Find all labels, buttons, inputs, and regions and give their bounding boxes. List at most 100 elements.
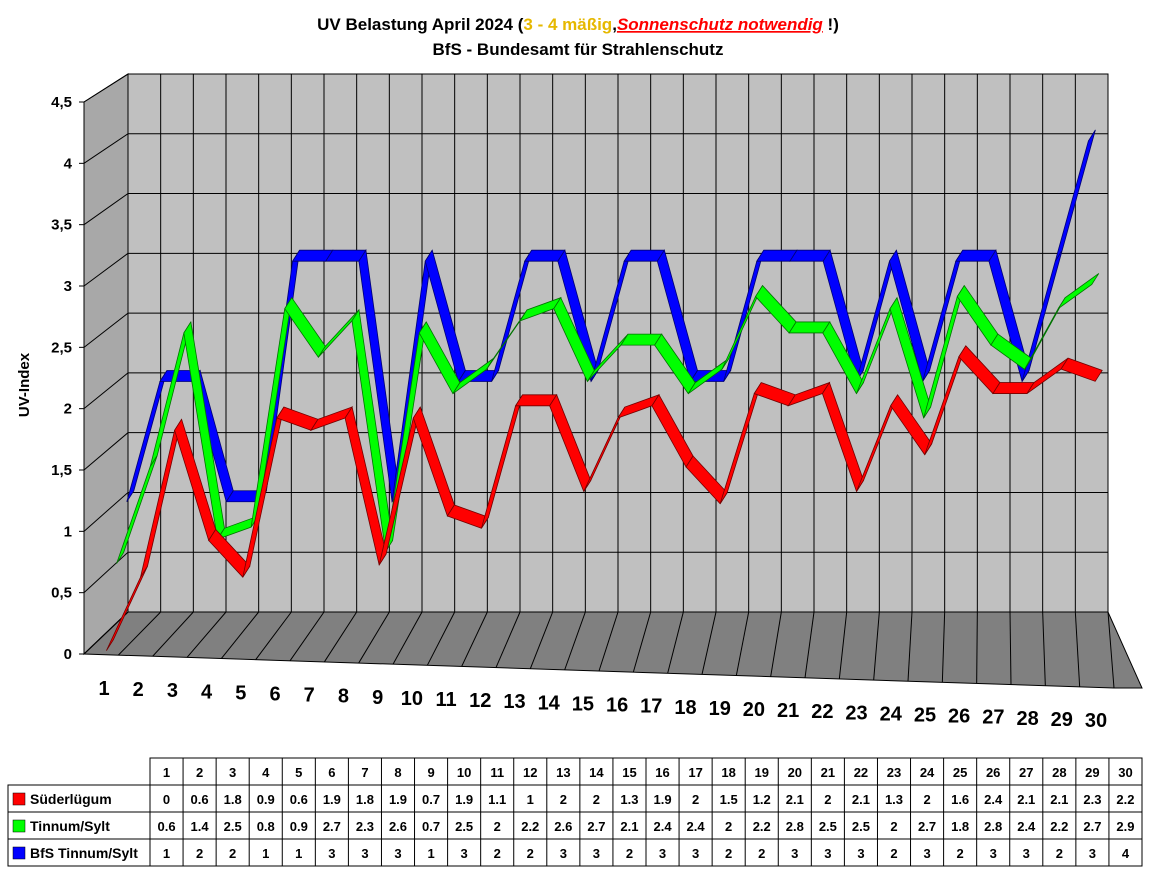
gridline-side: [83, 432, 129, 471]
x-tick-label: 1: [98, 678, 109, 700]
series-segment: [1057, 273, 1100, 310]
gridline-floor: [220, 611, 260, 659]
table-cell: 1.4: [191, 819, 210, 834]
table-cell: 1.6: [951, 792, 969, 807]
x-tick-label: 26: [948, 706, 970, 728]
table-cell: 1: [262, 846, 269, 861]
table-header-cell: 15: [622, 765, 636, 780]
table-cell: 2: [1056, 846, 1063, 861]
x-tick-label: 3: [167, 680, 178, 702]
table-header-cell: 24: [920, 765, 935, 780]
x-tick-label: 27: [982, 707, 1004, 729]
x-tick-label: 6: [269, 684, 280, 706]
table-cell: 2: [494, 846, 501, 861]
floor: [82, 611, 1143, 689]
table-cell: 2.1: [620, 819, 638, 834]
gridline-floor: [564, 611, 586, 671]
gridline-floor: [838, 611, 848, 679]
table-cell: 2: [890, 819, 897, 834]
table-cell: 2: [758, 846, 765, 861]
table-header-cell: 10: [457, 765, 471, 780]
table-header-cell: 28: [1052, 765, 1066, 780]
x-tick-label: 4: [201, 681, 213, 703]
table-cell: 1: [527, 792, 534, 807]
table-cell: 1: [427, 846, 434, 861]
table-header-cell: 12: [523, 765, 537, 780]
table-header-cell: 16: [655, 765, 669, 780]
gridline-floor: [1074, 611, 1081, 687]
gridline-side: [83, 193, 129, 226]
gridline-floor: [632, 611, 652, 673]
x-tick-label: 11: [435, 689, 456, 711]
x-axis: 1 2 3 4 5 6 7 8 9 10 11 12 13 14 15 16 17 18 19 20 21 22 23 24 2…: [98, 678, 1107, 732]
table-cell: 2.7: [587, 819, 605, 834]
gridline-floor: [598, 611, 619, 672]
table-row: [7, 784, 1143, 813]
gridline-floor: [1009, 611, 1012, 685]
table-cell: 0: [163, 792, 170, 807]
gridline-floor: [907, 611, 913, 682]
series-2: [116, 273, 1100, 564]
title-part5: !): [823, 15, 839, 34]
table-header-cell: 30: [1118, 765, 1132, 780]
x-tick-label: 18: [674, 697, 696, 719]
table-cell: 1.5: [720, 792, 738, 807]
table-header-cell: 5: [295, 765, 302, 780]
table-cell: 2: [593, 792, 600, 807]
chart-title-line1: UV Belastung April 2024 (3 - 4 mäßig,Son…: [317, 15, 839, 34]
title-moderate: 3 - 4 mäßig: [523, 15, 612, 34]
table-cell: 2.5: [819, 819, 837, 834]
gridline-side: [83, 492, 129, 532]
table-cell: 1.1: [488, 792, 506, 807]
x-tick-label: 29: [1051, 709, 1073, 731]
x-tick-label: 20: [743, 699, 765, 721]
table-cell: 0.9: [290, 819, 308, 834]
table-header-cell: 25: [953, 765, 967, 780]
y-tick-label: 2: [64, 401, 72, 418]
table-cell: 2.4: [687, 819, 706, 834]
table-cell: 2: [725, 819, 732, 834]
table-cell: 1.8: [951, 819, 969, 834]
table-cell: 3: [593, 846, 600, 861]
gridline-floor: [735, 611, 750, 676]
table-cell: 1.9: [455, 792, 473, 807]
table-cell: 3: [1023, 846, 1030, 861]
gridline-floor: [392, 611, 423, 665]
y-tick-label: 0: [64, 646, 72, 663]
table-cell: 3: [824, 846, 831, 861]
gridline-floor: [873, 611, 880, 681]
table-cell: 2: [923, 792, 930, 807]
y-axis: 0 0,5 1 1,5 2 2,5 3 3,5 4 4,5 UV-Index: [16, 94, 85, 663]
table-header-cell: 14: [589, 765, 604, 780]
legend-swatch: [12, 819, 26, 833]
x-tick-label: 9: [372, 687, 383, 709]
table-cell: 4: [1122, 846, 1130, 861]
table-header-cell: 11: [490, 765, 504, 780]
table-cell: 2: [527, 846, 534, 861]
y-tick-label: 3,5: [51, 217, 72, 234]
gridline-floor: [255, 611, 292, 660]
series-1: [106, 345, 1103, 651]
table-cell: 2.1: [1050, 792, 1068, 807]
x-tick-label: 2: [133, 679, 144, 701]
gridline-floor: [323, 611, 358, 663]
x-tick-label: 10: [401, 688, 423, 710]
table-row: [7, 838, 1143, 867]
table-header-cell: 29: [1085, 765, 1099, 780]
chart-title: UV Belastung April 2024 (3 - 4 mäßig,Son…: [317, 15, 839, 59]
table-cell: 2.2: [753, 819, 771, 834]
gridline-floor: [804, 611, 815, 678]
table-cell: 3: [923, 846, 930, 861]
table-cell: 0.6: [157, 819, 175, 834]
table-header-cell: 20: [788, 765, 802, 780]
y-tick-label: 2,5: [51, 339, 72, 356]
gridline-floor: [495, 611, 521, 668]
gridline-floor: [1107, 611, 1115, 689]
table-cell: 1.9: [389, 792, 407, 807]
legend-label: Süderlügum: [30, 791, 112, 807]
table-cell: 1.8: [356, 792, 374, 807]
table-cell: 3: [659, 846, 666, 861]
table-header-cell: 22: [854, 765, 868, 780]
table-cell: 3: [394, 846, 401, 861]
gridline-floor: [941, 611, 946, 683]
